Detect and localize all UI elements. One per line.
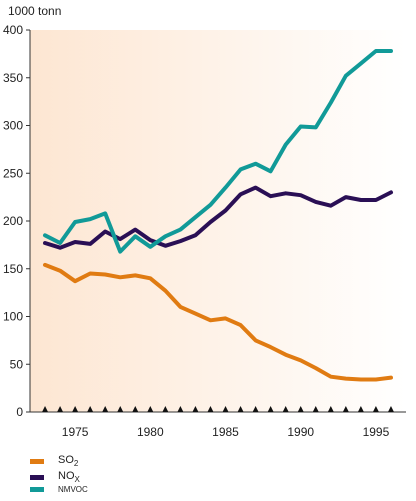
series-line-nox: [43, 185, 393, 250]
legend-subscript-nox: X: [74, 475, 80, 485]
y-tick-label: 400: [3, 23, 23, 37]
series-line-nmvoc: [43, 49, 393, 254]
y-tick-label: 300: [3, 119, 23, 133]
x-tick-marker: [387, 406, 394, 412]
x-tick-marker: [132, 406, 139, 412]
x-tick-marker: [342, 406, 349, 412]
x-tick-marker: [282, 406, 289, 412]
y-tick-label: 250: [3, 166, 23, 180]
x-tick-marker: [357, 406, 364, 412]
y-axis-unit-label: 1000 tonn: [8, 4, 62, 18]
x-tick-marker: [147, 406, 154, 412]
x-tick-marker: [327, 406, 334, 412]
x-tick-marker: [102, 406, 109, 412]
x-tick-marker: [222, 406, 229, 412]
legend-swatch-nox: [30, 475, 44, 480]
x-tick-label: 1990: [287, 425, 314, 439]
y-tick-label: 100: [3, 310, 23, 324]
x-tick-marker: [297, 406, 304, 412]
x-tick-label: 1995: [363, 425, 390, 439]
x-tick-marker: [72, 406, 79, 412]
x-tick-marker: [267, 406, 274, 412]
x-tick-marker: [372, 406, 379, 412]
x-tick-marker: [252, 406, 259, 412]
x-tick-marker: [57, 406, 64, 412]
legend-subscript-so2: 2: [73, 459, 79, 469]
y-tick-label: 0: [16, 405, 23, 419]
series-line-so2: [43, 262, 393, 382]
y-tick-label: 150: [3, 262, 23, 276]
x-tick-marker: [192, 406, 199, 412]
y-tick-label: 200: [3, 214, 23, 228]
x-tick-label: 1985: [212, 425, 239, 439]
legend-swatch-nmvoc: [30, 487, 44, 492]
line-chart: 0 50 100 150 200 250 300 350 400 1975 1980 1985 199…: [3, 23, 406, 439]
x-tick-marker: [207, 406, 214, 412]
y-tick-label: 50: [10, 357, 24, 371]
legend-label-nox: NO: [58, 470, 75, 482]
x-tick-marker: [117, 406, 124, 412]
x-tick-marker: [312, 406, 319, 412]
x-tick-marker: [177, 406, 184, 412]
x-tick-label: 1975: [62, 425, 89, 439]
legend-label-nmvoc: NMVOC: [58, 485, 88, 494]
legend-swatch-so2: [30, 459, 44, 464]
y-axis: 0 50 100 150 200 250 300 350 400: [3, 23, 31, 419]
x-tick-marker: [87, 406, 94, 412]
y-tick-label: 350: [3, 71, 23, 85]
x-tick-marker: [237, 406, 244, 412]
legend-label-so2: SO: [58, 454, 74, 466]
x-axis: 1975 1980 1985 1990 1995: [30, 406, 406, 439]
x-tick-marker: [42, 406, 49, 412]
series-lines: [43, 49, 393, 382]
plot-background: [30, 30, 406, 412]
x-tick-marker: [162, 406, 169, 412]
x-tick-label: 1980: [137, 425, 164, 439]
